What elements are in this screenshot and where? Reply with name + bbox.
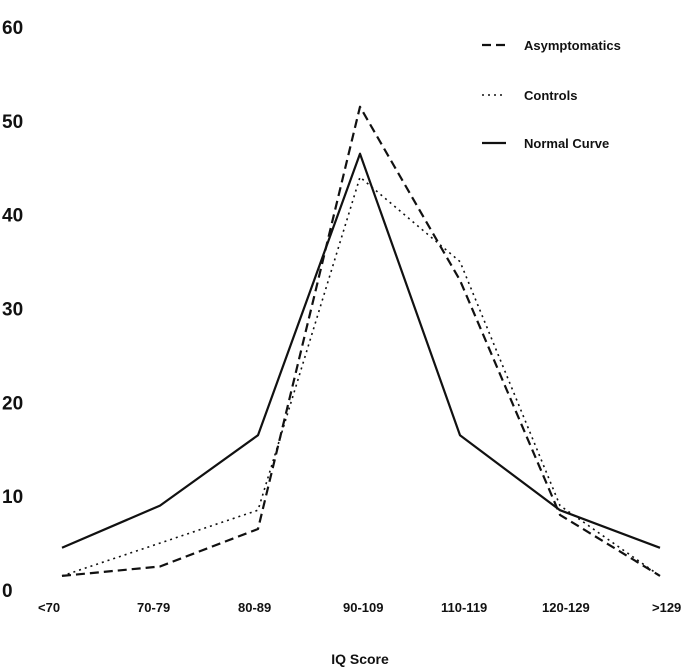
legend-label: Asymptomatics: [524, 38, 621, 53]
legend: Asymptomatics Controls Normal Curve: [482, 38, 621, 151]
y-tick-label: 20: [2, 393, 23, 414]
y-tick-label: 50: [2, 112, 23, 133]
y-axis-tick-labels: 0 10 20 30 40 50 60: [2, 18, 23, 602]
x-tick-label: 120-129: [542, 600, 590, 615]
y-tick-label: 10: [2, 487, 23, 508]
y-tick-label: 30: [2, 300, 23, 321]
series-line-controls: [61, 176, 661, 577]
x-tick-label: 80-89: [238, 600, 271, 615]
series-line-normal-curve: [61, 152, 661, 549]
y-tick-label: 0: [2, 581, 13, 602]
x-tick-label: >129: [652, 600, 681, 615]
y-tick-label: 60: [2, 18, 23, 39]
series-lines: [61, 105, 661, 577]
legend-label: Normal Curve: [524, 136, 609, 151]
x-tick-label: 90-109: [343, 600, 383, 615]
x-tick-label: 110-119: [441, 600, 487, 615]
x-axis-title: IQ Score: [331, 651, 389, 667]
x-tick-label: 70-79: [137, 600, 170, 615]
x-axis-tick-labels: <70 70-79 80-89 90-109 110-119 120-129 >129: [38, 600, 681, 615]
legend-label: Controls: [524, 88, 577, 103]
y-tick-label: 40: [2, 206, 23, 227]
series-line-asymptomatics: [61, 105, 661, 577]
x-tick-label: <70: [38, 600, 60, 615]
